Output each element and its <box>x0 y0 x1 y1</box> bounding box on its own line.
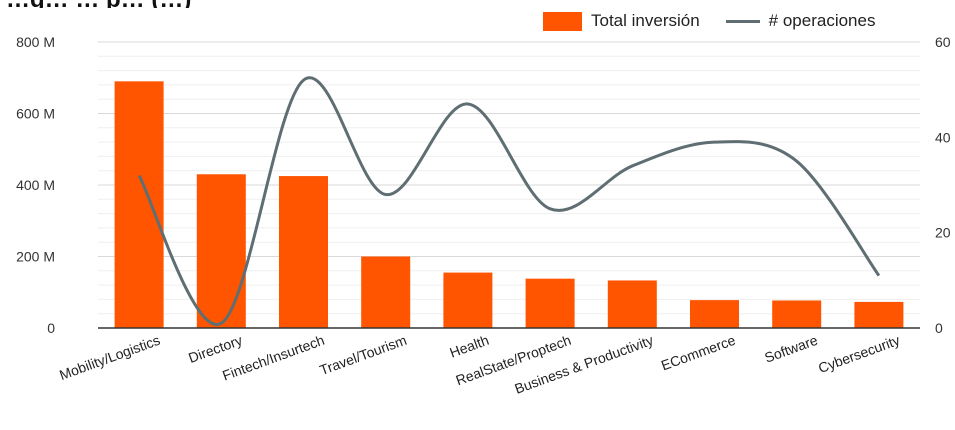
x-category-label: Mobility/Logistics <box>57 332 162 383</box>
legend-swatch-line <box>725 19 760 23</box>
legend-label-bars: Total inversión <box>591 11 700 30</box>
chart-title: …g… … p… (…) <box>6 0 191 8</box>
y-left-tick-label: 800 M <box>16 34 55 50</box>
legend-label-line: # operaciones <box>768 11 876 30</box>
x-category-label: Software <box>762 332 820 366</box>
legend-item-bars: Total inversión <box>543 11 700 31</box>
x-category-label: Cybersecurity <box>816 332 902 376</box>
y-left-tick-label: 600 M <box>16 106 55 122</box>
legend: Total inversión # operaciones <box>543 9 901 33</box>
y-right-tick-label: 60 <box>935 34 951 50</box>
bar <box>443 272 493 328</box>
bar <box>690 300 739 328</box>
y-left-tick-label: 200 M <box>16 249 55 265</box>
line-series-operaciones <box>137 76 881 326</box>
y-left-tick-label: 400 M <box>16 177 55 193</box>
bar <box>114 81 164 328</box>
bar <box>196 174 246 328</box>
bar <box>854 301 904 328</box>
legend-swatch-bars <box>543 11 582 31</box>
legend-item-line: # operaciones <box>725 11 876 31</box>
chart-title-area: …g… … p… (…) <box>0 0 955 8</box>
bar <box>279 176 328 328</box>
bar <box>772 300 822 328</box>
x-category-label: Travel/Tourism <box>317 332 408 378</box>
y-right-tick-label: 0 <box>935 320 943 336</box>
bar <box>361 256 411 328</box>
y-left-tick-label: 0 <box>47 320 55 336</box>
bar <box>607 280 657 328</box>
y-right-tick-label: 20 <box>935 225 951 241</box>
x-category-label: Business & Productivity <box>512 332 655 397</box>
x-category-label: Health <box>447 332 491 361</box>
x-category-label: Directory <box>186 332 244 366</box>
y-right-tick-label: 40 <box>935 129 951 145</box>
x-category-label: ECommerce <box>659 332 738 374</box>
bar <box>525 278 575 328</box>
